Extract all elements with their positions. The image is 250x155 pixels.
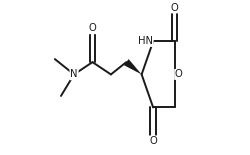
Text: HN: HN — [138, 36, 152, 46]
Text: O: O — [170, 3, 178, 13]
Polygon shape — [124, 59, 141, 74]
Text: O: O — [88, 23, 96, 33]
Text: O: O — [174, 69, 182, 79]
Text: N: N — [70, 69, 78, 79]
Text: O: O — [149, 136, 156, 146]
